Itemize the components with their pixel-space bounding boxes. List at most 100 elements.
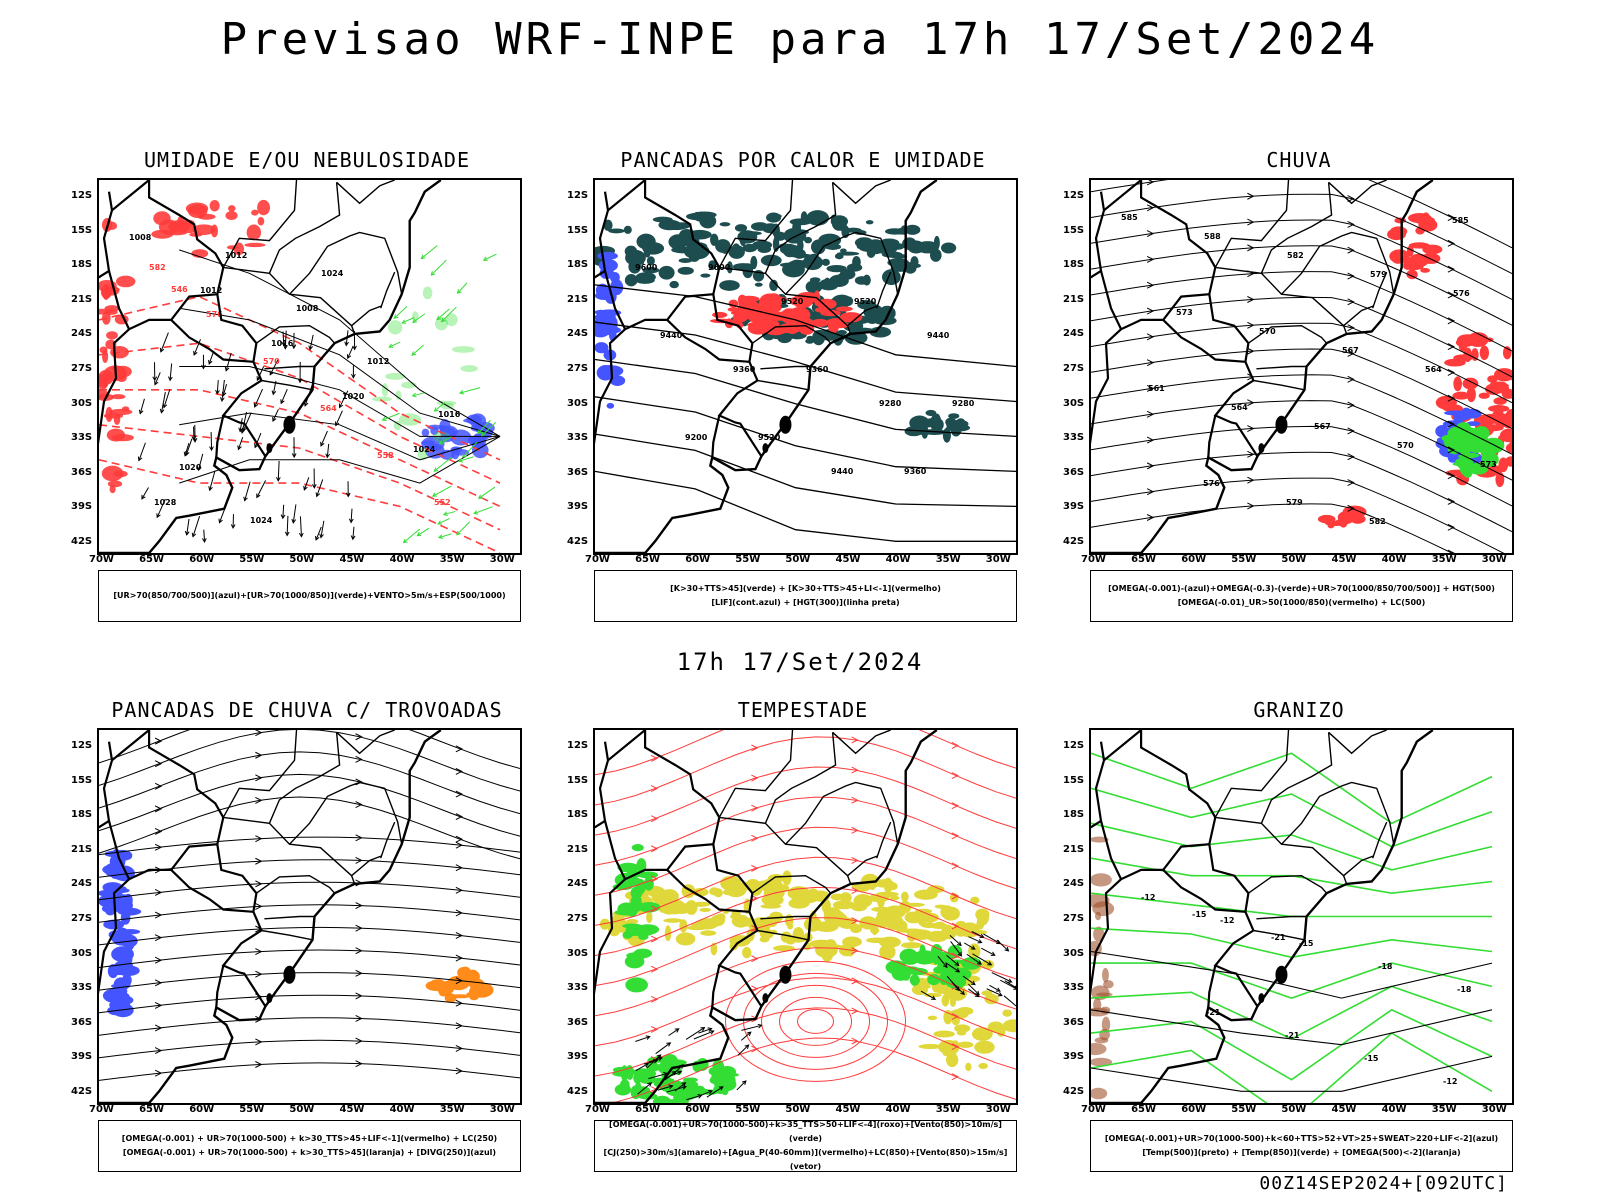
contour-label: 9520 <box>758 433 781 442</box>
border-line <box>1247 874 1328 894</box>
lat-tick-label: 18S <box>71 809 93 821</box>
lon-tick-label: 30W <box>489 1104 515 1115</box>
border-line <box>832 180 891 205</box>
border-line <box>1091 328 1122 445</box>
lat-tick-label: 33S <box>71 432 93 444</box>
lon-tick-label: 50W <box>289 554 315 565</box>
border-line <box>288 781 403 845</box>
map-frame: 1008 1012 1016 1020 1024 1028 1012 1008 1012 1016… <box>97 178 522 555</box>
low-pressure-contour <box>743 972 889 1070</box>
border-line <box>1215 266 1348 335</box>
lon-tick-label: 70W <box>585 554 610 565</box>
temp850-contour <box>1091 1008 1493 1081</box>
border-line <box>215 965 225 1008</box>
coastline <box>1091 180 1434 553</box>
coastline <box>595 730 938 1103</box>
border-line <box>380 821 396 859</box>
contour-label: 9280 <box>952 399 975 408</box>
coastline <box>595 180 938 553</box>
map-plot: 585 588 582 579 576 573 570 567 564 561 564 567 570 5… <box>1091 180 1512 553</box>
lon-tick-label: 65W <box>635 1104 661 1115</box>
contour-label: 9360 <box>806 365 829 374</box>
border-line <box>1207 965 1217 1008</box>
contour-label: -15 <box>1364 1054 1379 1063</box>
lat-tick-label: 42S <box>567 536 589 547</box>
green-wind-area <box>612 1054 739 1103</box>
thickness-contour <box>99 424 501 531</box>
coastline <box>99 180 442 553</box>
border-line <box>170 869 254 913</box>
contour-label: 9360 <box>904 467 927 476</box>
border-line <box>607 730 646 762</box>
border-line <box>1099 180 1217 331</box>
lon-tick-label: 50W <box>289 1104 315 1115</box>
low-pressure-contour <box>761 984 871 1058</box>
border-line <box>1372 271 1388 309</box>
border-line <box>760 365 811 370</box>
legend-line: [OMEGA(-0.001)-(azul)+OMEGA(-0.3)-(verde… <box>1108 584 1495 593</box>
lat-tick-label: 39S <box>71 1051 93 1063</box>
contour-label: 576 <box>1203 479 1220 488</box>
border-line <box>1207 415 1217 458</box>
height-contour <box>595 358 1016 438</box>
contour-label: -18 <box>1457 985 1472 994</box>
border-line <box>1103 180 1142 212</box>
lat-tick-label: 15S <box>567 774 589 786</box>
green-wind-area <box>885 943 982 989</box>
lat-tick-label: 30S <box>71 397 93 409</box>
border-line <box>351 855 382 877</box>
height-contour <box>595 396 1016 473</box>
temp850-contour <box>1091 822 1493 871</box>
lon-tick-label: 40W <box>389 554 415 565</box>
lon-tick-label: 30W <box>489 554 515 565</box>
contour-label: 9520 <box>781 297 804 306</box>
border-line <box>222 180 298 268</box>
lat-tick-label: 36S <box>1063 466 1085 478</box>
wind-vectors <box>381 245 497 544</box>
border-line <box>666 319 750 363</box>
lat-tick-label: 21S <box>71 843 93 855</box>
legend-line: [OMEGA(-0.001) + UR>70(1000-500) + k>30_… <box>121 1134 498 1143</box>
contour-label: -18 <box>1378 962 1393 971</box>
border-line <box>107 730 225 881</box>
border-line <box>1280 231 1395 295</box>
border-line <box>268 182 341 274</box>
lagoon <box>779 415 792 434</box>
border-line <box>1247 324 1328 344</box>
lat-tick-label: 18S <box>1063 809 1085 821</box>
lagoon <box>266 443 273 454</box>
contour-label: 585 <box>1452 216 1469 225</box>
lat-tick-label: 21S <box>1063 293 1085 305</box>
pressure-contour <box>179 435 501 484</box>
lon-tick-label: 55W <box>735 554 761 565</box>
lon-tick-label: 50W <box>1281 1104 1307 1115</box>
lat-tick-label: 12S <box>567 740 589 751</box>
panel-title: PANCADAS DE CHUVA C/ TROVOADAS <box>111 698 503 722</box>
lat-tick-label: 33S <box>1063 982 1085 994</box>
border-line <box>288 231 403 295</box>
contour-label: 1020 <box>179 463 202 472</box>
lat-tick-label: 39S <box>567 501 589 513</box>
lagoon <box>283 415 296 434</box>
run-timestamp: 00Z14SEP2024+[092UTC] <box>1259 1173 1508 1194</box>
border-line <box>111 180 150 212</box>
streamlines <box>99 730 520 1081</box>
lat-tick-label: 27S <box>1063 913 1085 924</box>
legend-line: [OMEGA(-0.001) + UR>70(1000-500) + k>30_… <box>122 1148 497 1157</box>
lon-tick-label: 40W <box>1381 1104 1407 1115</box>
temp500-contour <box>1091 950 1493 999</box>
legend-line: [OMEGA(-0.001)+UR>70(1000-500)+k<60+TTS>… <box>1104 1134 1499 1143</box>
contour-label: 1012 <box>200 286 222 295</box>
border-line <box>1162 869 1246 913</box>
border-line <box>1091 191 1106 279</box>
border-line <box>1328 730 1387 755</box>
border-line <box>255 874 336 894</box>
border-line <box>876 821 892 859</box>
lon-tick-label: 40W <box>389 1104 415 1115</box>
contour-label: 1008 <box>129 233 152 242</box>
contour-label: 9600 <box>635 263 658 272</box>
border-line <box>1260 732 1333 824</box>
border-line <box>1208 294 1250 362</box>
border-line <box>223 266 356 335</box>
